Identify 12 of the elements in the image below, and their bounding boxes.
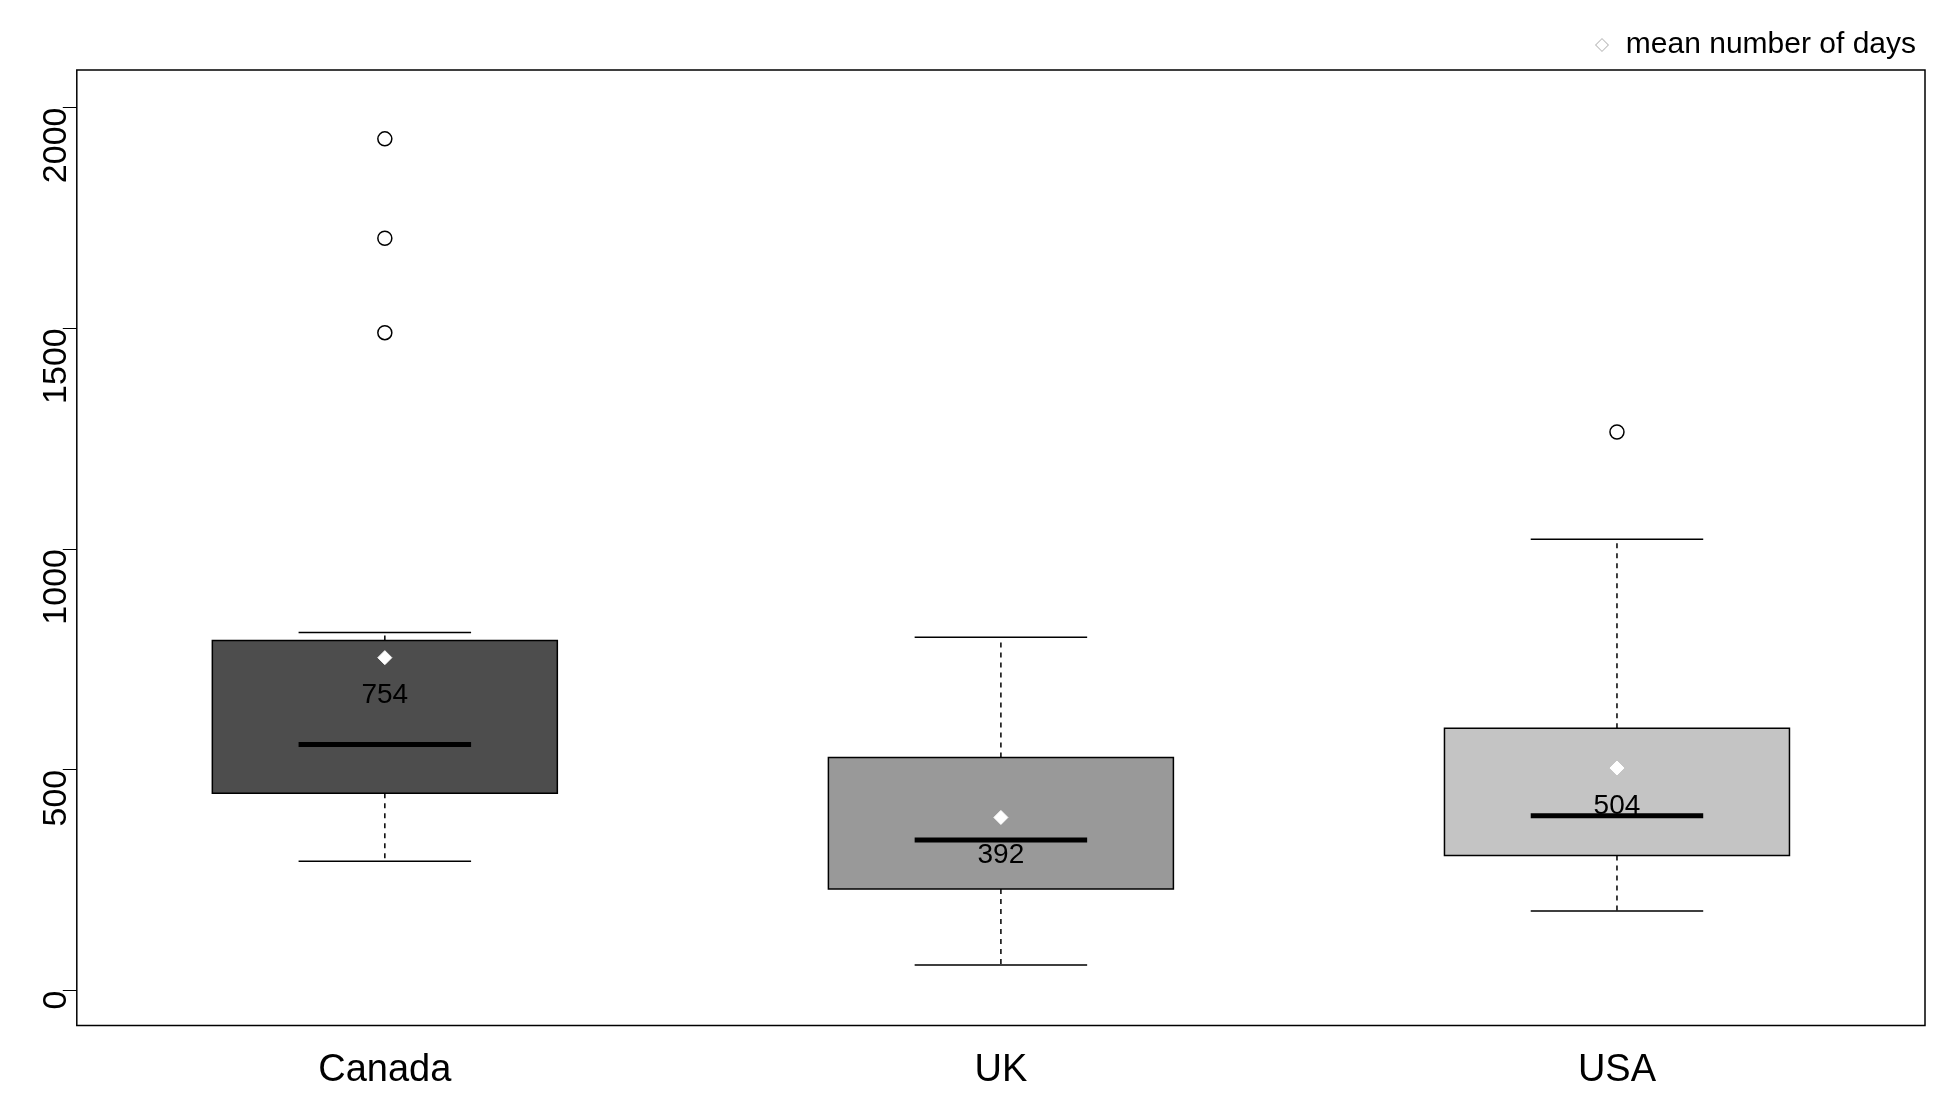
y-tick-label: 0 (35, 990, 74, 1010)
y-tick-label: 1500 (35, 328, 74, 404)
text: mean number of days (1625, 26, 1916, 60)
x-tick-label: UK (974, 1046, 1028, 1089)
x-tick-label: USA (1577, 1046, 1657, 1089)
y-tick-label: 2000 (35, 107, 74, 184)
data-label: 754 (361, 678, 409, 710)
y-tick-label: 500 (35, 769, 74, 827)
data-label: 504 (1593, 788, 1641, 820)
data-label: 392 (977, 838, 1025, 870)
x-tick-label: Canada (318, 1046, 453, 1089)
y-tick-label: 1000 (35, 549, 74, 625)
